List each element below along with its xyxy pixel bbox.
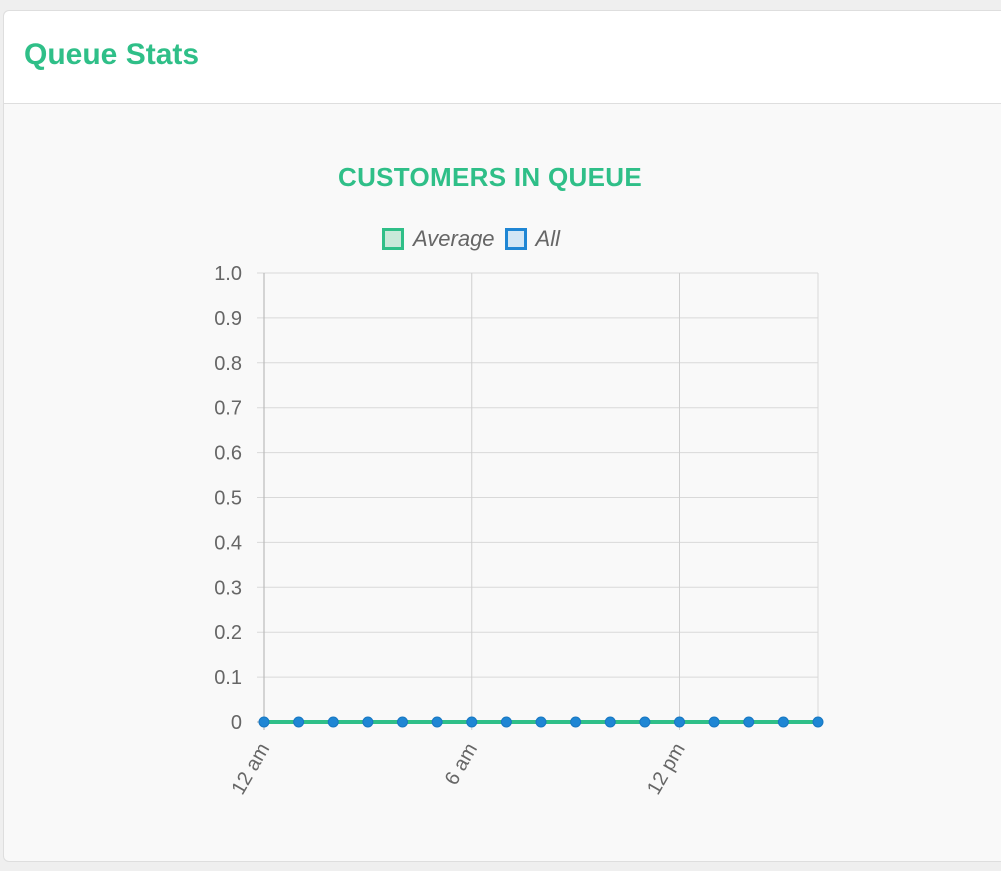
y-tick-label: 0 [231, 712, 242, 734]
chart-legend: Average All [382, 226, 570, 252]
data-point-all [466, 716, 478, 728]
legend-label-average: Average [413, 226, 495, 251]
data-point-all [258, 716, 270, 728]
data-point-all [708, 716, 720, 728]
data-point-all [431, 716, 443, 728]
chart-title: CUSTOMERS IN QUEUE [338, 162, 642, 192]
y-tick-label: 0.4 [214, 532, 242, 554]
legend-swatch-all [504, 228, 527, 250]
y-tick-label: 0.2 [214, 622, 242, 644]
legend-item-all[interactable]: All [504, 226, 560, 252]
data-point-all [293, 716, 305, 728]
data-point-all [743, 716, 755, 728]
y-tick-label: 0.9 [214, 308, 242, 330]
data-point-all [604, 716, 616, 728]
x-tick-label: 12 pm [643, 740, 690, 799]
x-tick-label: 12 am [227, 740, 274, 799]
y-tick-label: 0.5 [214, 488, 242, 510]
data-point-all [674, 716, 685, 728]
panel-header: Queue Stats [4, 11, 1001, 104]
y-tick-label: 0.7 [214, 398, 242, 420]
x-tick-label: 6 am [441, 740, 482, 790]
legend-item-average[interactable]: Average [382, 226, 495, 252]
data-point-all [535, 716, 547, 728]
data-point-all [362, 716, 374, 728]
y-tick-label: 0.6 [214, 443, 242, 465]
data-point-all [327, 716, 339, 728]
y-tick-label: 0.1 [214, 667, 242, 689]
data-point-all [397, 716, 408, 728]
y-tick-label: 1.0 [214, 263, 242, 285]
data-point-all [777, 716, 789, 728]
data-point-all [639, 716, 651, 728]
panel-title: Queue Stats [24, 38, 200, 71]
y-tick-label: 0.8 [214, 353, 242, 375]
data-point-all [570, 716, 582, 728]
legend-swatch-average [382, 228, 404, 250]
y-tick-label: 0.3 [214, 577, 242, 599]
data-point-all [812, 716, 824, 728]
legend-label-all: All [535, 226, 560, 251]
data-point-all [500, 716, 512, 728]
